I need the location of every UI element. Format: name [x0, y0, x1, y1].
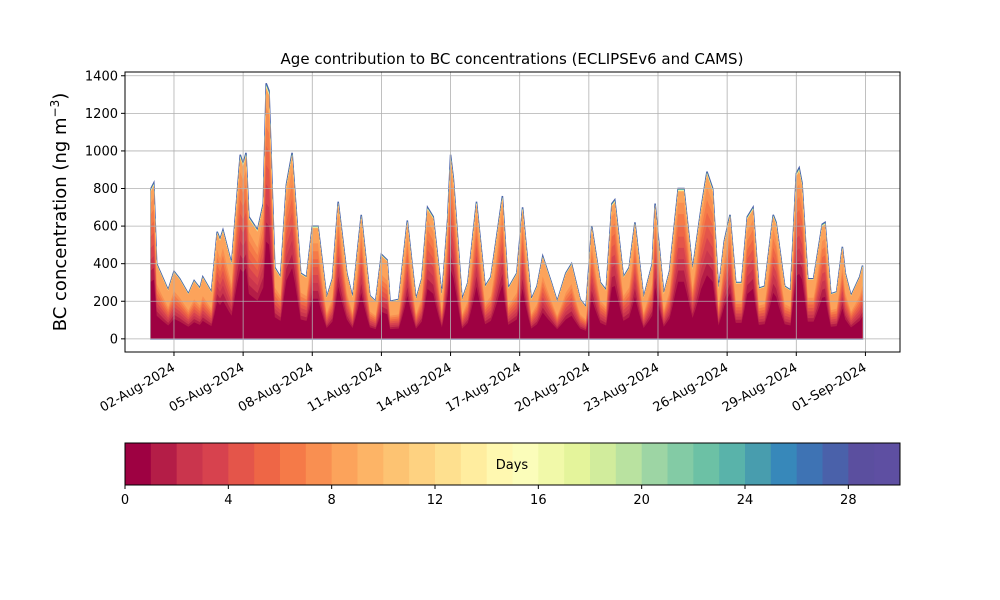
colorbar-cell: [176, 443, 203, 485]
colorbar-cell: [409, 443, 436, 485]
colorbar-cell: [848, 443, 875, 485]
colorbar-cell: [228, 443, 255, 485]
y-axis-ticks: 0 200 400 600 800 1000 1200 1400: [85, 69, 125, 347]
y-tick-label: 600: [93, 220, 118, 235]
colorbar-cell: [512, 443, 539, 485]
x-tick-label: 17-Aug-2024: [443, 360, 523, 415]
colorbar-cell: [641, 443, 668, 485]
y-axis-label-superscript: −3: [48, 100, 62, 118]
plot-frame: [124, 71, 901, 353]
y-tick-label: 0: [110, 332, 118, 347]
y-tick-label: 200: [93, 295, 118, 310]
colorbar-cell: [331, 443, 358, 485]
colorbar-cell: [667, 443, 694, 485]
y-tick-label: 1400: [85, 69, 118, 84]
y-axis-label-main: BC concentration (ng m: [50, 117, 71, 331]
colorbar-cell: [150, 443, 178, 485]
x-tick-label: 08-Aug-2024: [236, 360, 316, 415]
gridlines: [125, 72, 900, 352]
colorbar: Days 0 4 8 12 16 20 24 28: [121, 442, 901, 508]
colorbar-cell: [460, 443, 488, 485]
x-tick-label: 26-Aug-2024: [651, 360, 731, 415]
colorbar-tick-label: 20: [633, 493, 650, 508]
colorbar-tick-label: 12: [427, 493, 444, 508]
y-tick-label: 400: [93, 257, 118, 272]
stacked-age-areas: [150, 83, 864, 340]
colorbar-cells: [125, 443, 901, 485]
y-tick-label: 800: [93, 182, 118, 197]
plot-area: 0 200 400 600 800 1000 1200 1400 02-Aug-202405-…: [85, 69, 901, 416]
colorbar-cell: [538, 443, 565, 485]
x-tick-label: 29-Aug-2024: [720, 360, 800, 415]
colorbar-tick-label: 8: [328, 493, 336, 508]
x-tick-label: 23-Aug-2024: [582, 360, 662, 415]
y-axis-label-close: ): [50, 93, 71, 100]
x-tick-label: 20-Aug-2024: [513, 360, 593, 415]
colorbar-cell: [125, 443, 152, 485]
y-axis-label: BC concentration (ng m−3): [48, 93, 71, 332]
x-tick-label: 11-Aug-2024: [305, 360, 385, 415]
colorbar-cell: [770, 443, 798, 485]
colorbar-ticks: 0 4 8 12 16 20 24 28: [121, 485, 857, 508]
colorbar-cell: [280, 443, 307, 485]
colorbar-tick-label: 16: [530, 493, 547, 508]
x-tick-label: 14-Aug-2024: [374, 360, 454, 415]
colorbar-tick-label: 4: [224, 493, 232, 508]
colorbar-tick-label: 24: [737, 493, 754, 508]
colorbar-tick-label: 28: [840, 493, 857, 508]
colorbar-cell: [822, 443, 849, 485]
colorbar-cell: [745, 443, 772, 485]
x-axis-ticks: 02-Aug-202405-Aug-202408-Aug-202411-Aug-…: [98, 352, 870, 416]
colorbar-tick-label: 0: [121, 493, 129, 508]
colorbar-cell: [693, 443, 720, 485]
age-band-0: [150, 241, 863, 339]
colorbar-cell: [590, 443, 617, 485]
colorbar-cell: [796, 443, 823, 485]
colorbar-label: Days: [496, 458, 529, 473]
colorbar-cell: [486, 443, 513, 485]
x-tick-label: 01-Sep-2024: [790, 360, 870, 415]
colorbar-cell: [357, 443, 384, 485]
colorbar-cell: [202, 443, 229, 485]
colorbar-cell: [383, 443, 410, 485]
colorbar-cell: [305, 443, 333, 485]
colorbar-cell: [254, 443, 281, 485]
colorbar-cell: [435, 443, 462, 485]
colorbar-cell: [615, 443, 643, 485]
chart-title: Age contribution to BC concentrations (E…: [281, 50, 744, 68]
colorbar-cell: [719, 443, 746, 485]
colorbar-cell: [874, 443, 901, 485]
colorbar-cell: [564, 443, 591, 485]
colorbar-frame: [124, 442, 901, 486]
x-tick-label: 02-Aug-2024: [98, 360, 178, 415]
x-tick-label: 05-Aug-2024: [167, 360, 247, 415]
y-tick-label: 1200: [85, 107, 118, 122]
y-tick-label: 1000: [85, 144, 118, 159]
